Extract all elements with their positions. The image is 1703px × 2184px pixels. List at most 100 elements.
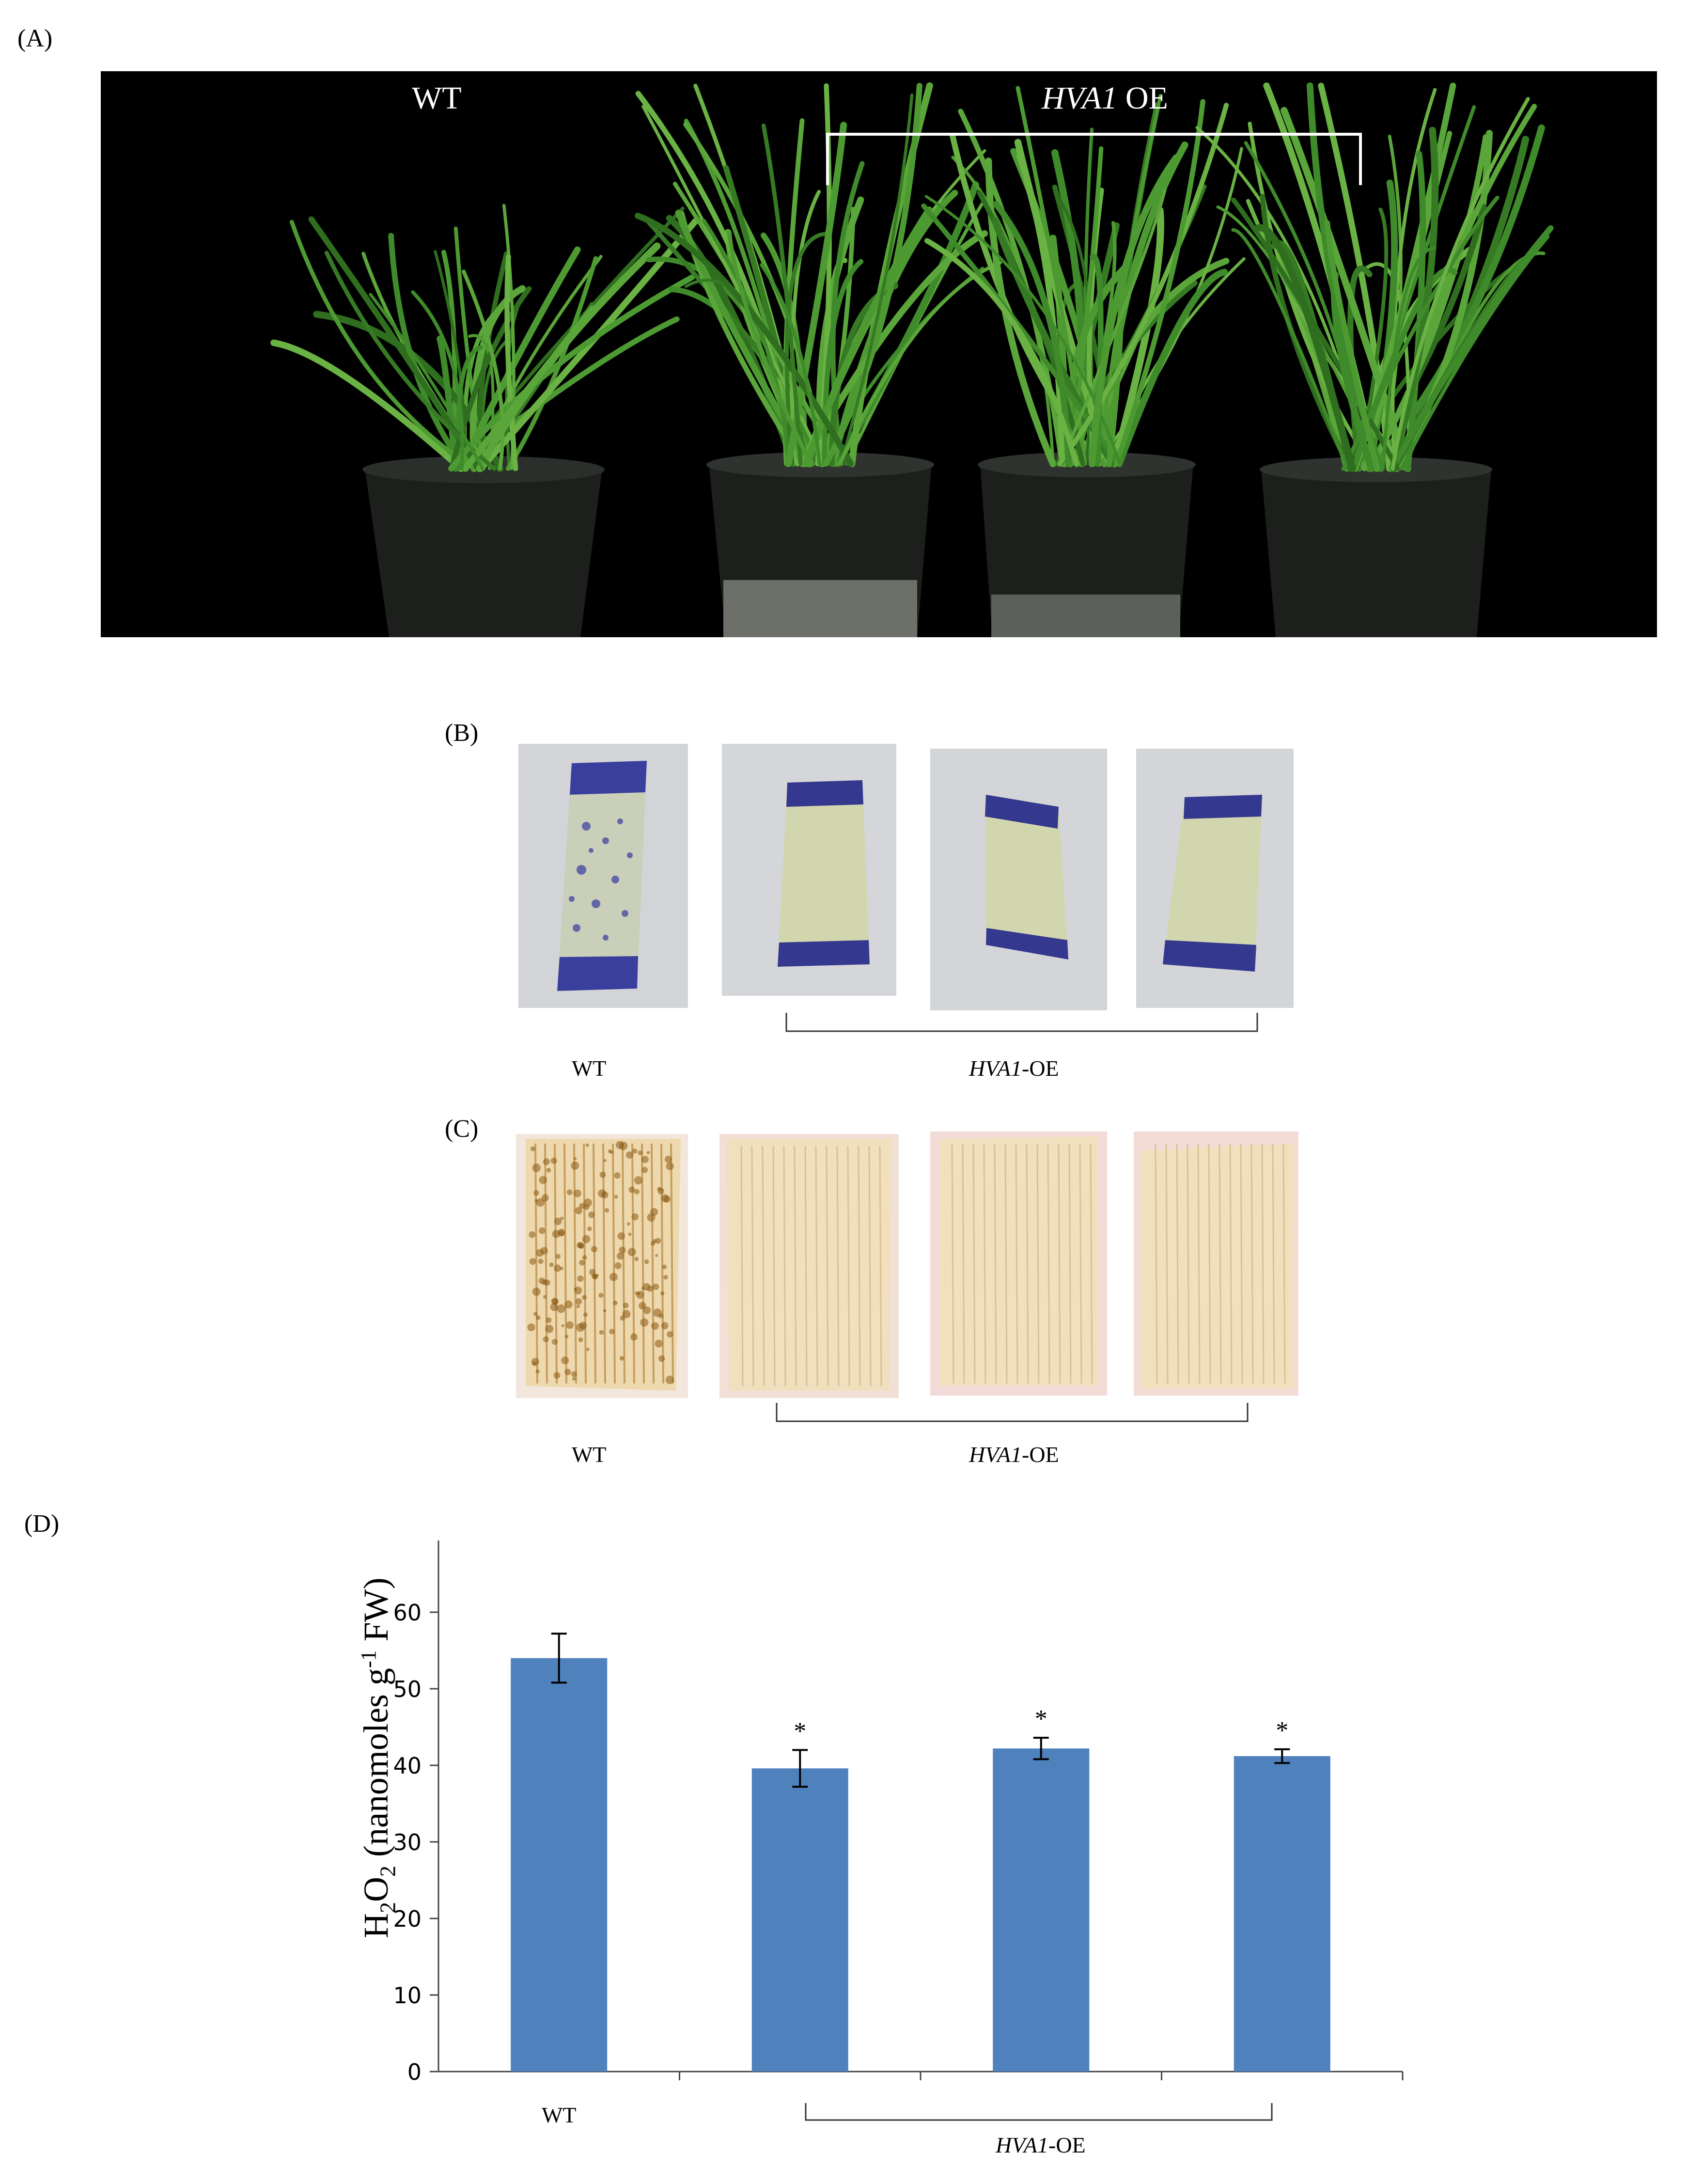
leaf-vein <box>1208 1143 1211 1384</box>
dab-stain-spot <box>614 1172 621 1179</box>
panel-b-oe-label: HVA1-OE <box>969 1055 1059 1081</box>
panel-c-oe-label: HVA1-OE <box>969 1442 1059 1467</box>
dab-stain-spot <box>538 1277 546 1285</box>
dab-stain-spot <box>582 1235 591 1243</box>
grass-leaf <box>823 82 922 467</box>
grass-leaf <box>803 206 933 468</box>
dab-stain-spot <box>588 1211 595 1218</box>
significance-marker: * <box>1035 1705 1047 1733</box>
leaf-vein <box>651 1143 655 1384</box>
grass-leaf <box>462 305 596 472</box>
grass-leaf <box>1389 225 1554 472</box>
dab-stain-spot <box>560 1267 563 1270</box>
dab-stain-spot <box>665 1375 674 1384</box>
bar <box>751 1768 848 2072</box>
dab-stain-spot <box>622 1310 631 1319</box>
dab-stain-spot <box>603 1159 607 1163</box>
dab-stain-spot <box>626 1222 630 1226</box>
grass-leaf <box>1059 188 1167 466</box>
panel-c-wt-label: WT <box>572 1442 607 1467</box>
dab-stain-spot <box>554 1217 562 1226</box>
grass-leaf <box>924 238 1079 467</box>
dab-stain-spot <box>628 1232 632 1236</box>
grass-leaf <box>1113 99 1205 467</box>
panel-d-wt-label: WT <box>542 2103 577 2127</box>
grass-leaf <box>1254 224 1356 472</box>
leaf-vein <box>836 1146 840 1386</box>
dab-stain-spot <box>551 1298 558 1305</box>
ylabel-sub-2: 2 <box>375 1866 400 1877</box>
leaf-vein <box>1155 1143 1158 1384</box>
leaf-vein <box>815 1146 818 1386</box>
significance-marker: * <box>794 1717 806 1745</box>
leaf-vein <box>1272 1143 1275 1384</box>
dab-stain-spot <box>667 1331 673 1338</box>
panel-b-oe-gene: HVA1 <box>969 1056 1022 1081</box>
dab-stain-spot <box>614 1194 618 1199</box>
dab-stain-spot <box>550 1157 557 1164</box>
panel-b-wt-label: WT <box>572 1056 607 1081</box>
grass-leaf <box>1248 122 1376 471</box>
grass-leaf <box>784 232 829 466</box>
grass-leaf <box>324 251 497 471</box>
significance-marker: * <box>1276 1717 1288 1744</box>
leaf-vein <box>612 1143 616 1384</box>
dab-stain-spot <box>652 1283 659 1290</box>
dab-stain-spot <box>631 1213 639 1221</box>
bar <box>993 1748 1090 2072</box>
panel-c-bracket <box>776 1403 1249 1422</box>
dab-stain-spot <box>666 1162 674 1170</box>
y-tick-label: 50 <box>393 1676 422 1702</box>
dab-stain-spot <box>530 1146 535 1151</box>
dab-stain-spot <box>586 1348 590 1351</box>
grass-leaf <box>1389 126 1439 472</box>
leaf-vein <box>1047 1143 1050 1384</box>
dab-stain-spot <box>546 1317 552 1323</box>
leaf-vein <box>1197 1143 1201 1384</box>
leaf-vein <box>783 1146 786 1386</box>
dab-stain-spot <box>617 1232 625 1240</box>
dab-stain-spot <box>609 1273 618 1281</box>
dab-stain-spot <box>634 1176 643 1185</box>
dab-stain-spot <box>560 1216 564 1220</box>
leaf-vein <box>1058 1143 1061 1384</box>
dab-stain-spot <box>603 1309 607 1313</box>
leaf-vein <box>868 1146 872 1386</box>
error-bar <box>1274 1748 1290 1764</box>
dab-stain-spot <box>575 1207 582 1214</box>
dab-stain-spot <box>627 1248 636 1257</box>
grass-leaf <box>790 189 821 466</box>
dab-stain-spot <box>539 1176 547 1184</box>
leaf-vein <box>847 1146 850 1386</box>
leaf-vein <box>641 1143 645 1384</box>
leaf-vein <box>1079 1143 1082 1384</box>
dab-stain-spot <box>638 1150 643 1155</box>
dab-stain-spot <box>564 1300 573 1309</box>
bar <box>1234 1756 1330 2072</box>
dab-stain-spot <box>655 1254 658 1257</box>
y-tick-label: 30 <box>393 1829 422 1855</box>
leaf-vein <box>1165 1143 1169 1384</box>
grass-leaf <box>1381 246 1437 471</box>
dab-stain-spot <box>543 1336 549 1342</box>
nbt-leaf-oe-2 <box>930 749 1107 1010</box>
dab-stain-spot <box>623 1303 629 1308</box>
dab-stain-spot <box>550 1303 559 1311</box>
plant-photo <box>101 71 1657 637</box>
dab-stain-spot <box>646 1151 650 1155</box>
dab-stain-spot <box>564 1368 571 1375</box>
leaf-vein <box>972 1143 976 1384</box>
grass-leaf <box>1367 134 1489 471</box>
dab-stain-spot <box>604 1208 609 1213</box>
y-tick-label: 40 <box>393 1753 422 1779</box>
dab-stain-spot <box>583 1204 590 1210</box>
dab-stain-spot <box>576 1304 580 1308</box>
dab-stain-spot <box>578 1337 583 1342</box>
dab-stain-spot <box>574 1288 577 1291</box>
nbt-leaf-oe-1 <box>722 744 896 996</box>
error-bar <box>1033 1737 1049 1760</box>
dab-stain-spot <box>535 1369 540 1374</box>
photo-wt-label: WT <box>412 80 462 116</box>
leaf-vein <box>622 1143 625 1384</box>
grass-leaf <box>727 231 813 466</box>
